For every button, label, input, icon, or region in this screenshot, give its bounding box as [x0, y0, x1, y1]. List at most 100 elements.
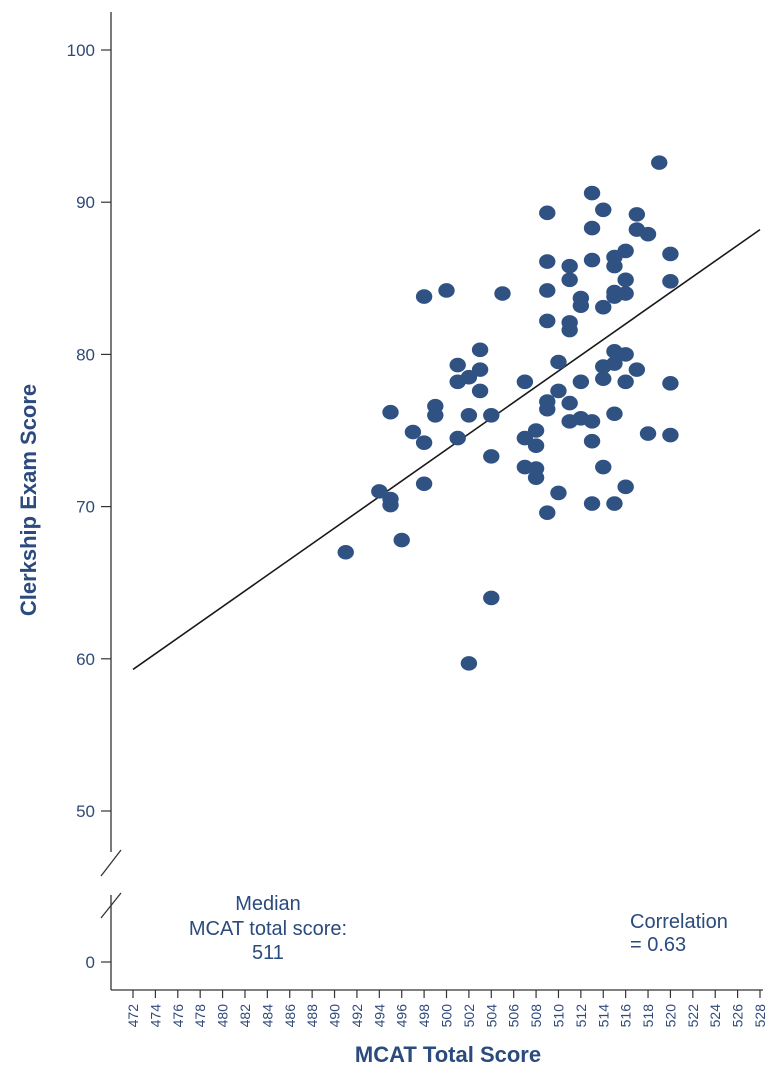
x-tick-label-526: 526	[730, 1004, 746, 1028]
data-point-47	[561, 395, 578, 411]
data-point-34	[539, 254, 556, 269]
y-tick-label-100: 100	[67, 41, 95, 60]
y-ticks: 0 50 60 70 80 90 100	[67, 41, 111, 972]
x-tick-label-514: 514	[595, 1004, 611, 1028]
data-point-50	[572, 298, 590, 313]
data-point-51	[572, 374, 590, 390]
data-point-44	[561, 272, 578, 288]
data-point-5	[393, 532, 410, 548]
x-tick-label-492: 492	[349, 1004, 365, 1028]
plot-area	[132, 155, 761, 671]
data-point-0	[337, 544, 354, 560]
data-point-33	[539, 205, 556, 221]
x-tick-label-498: 498	[416, 1004, 432, 1028]
data-point-53	[583, 185, 601, 201]
data-point-13	[449, 357, 466, 373]
y-axis-title: Clerkship Exam Score	[16, 384, 41, 616]
data-point-40	[550, 354, 567, 370]
data-point-26	[516, 374, 534, 390]
y-tick-label-0: 0	[86, 953, 95, 972]
data-point-42	[550, 485, 567, 501]
data-point-19	[471, 342, 489, 358]
data-point-18	[460, 656, 478, 671]
data-point-15	[449, 430, 466, 446]
data-point-81	[639, 226, 657, 242]
x-tick-label-484: 484	[259, 1004, 275, 1028]
data-point-56	[583, 414, 601, 429]
data-point-1	[371, 484, 388, 499]
data-point-24	[483, 590, 500, 606]
data-point-85	[662, 274, 679, 289]
x-tick-label-502: 502	[461, 1004, 477, 1028]
data-point-77	[617, 479, 634, 495]
x-tick-label-528: 528	[752, 1004, 768, 1028]
data-point-35	[539, 283, 556, 298]
y-tick-label-90: 90	[76, 193, 95, 212]
x-tick-label-518: 518	[640, 1004, 656, 1028]
x-tick-label-480: 480	[215, 1004, 231, 1028]
data-point-38	[539, 401, 556, 417]
data-point-11	[427, 398, 444, 414]
data-point-16	[460, 369, 478, 385]
correlation-annotation-line-1: Correlation	[630, 911, 728, 933]
data-point-80	[628, 362, 646, 377]
x-tick-label-522: 522	[685, 1004, 701, 1028]
data-point-58	[583, 496, 601, 511]
data-point-46	[561, 322, 578, 338]
data-point-20	[471, 362, 489, 377]
data-point-7	[415, 435, 433, 450]
data-point-29	[527, 423, 545, 438]
data-point-4	[382, 404, 399, 420]
data-point-8	[415, 476, 433, 492]
data-point-59	[595, 202, 612, 218]
data-point-84	[662, 246, 679, 262]
x-ticks: 472 474 476 478 480 482 484 486 488 490 492 494 496 4…	[125, 990, 768, 1027]
data-point-17	[460, 407, 478, 423]
data-point-9	[415, 289, 433, 304]
axis-break-marker	[100, 849, 122, 919]
x-tick-label-504: 504	[483, 1004, 499, 1028]
axes	[100, 12, 763, 991]
data-point-3	[382, 497, 399, 513]
y-tick-label-70: 70	[76, 498, 95, 517]
data-point-83	[651, 155, 668, 170]
data-point-76	[617, 374, 634, 390]
correlation-annotation: Correlation = 0.63	[630, 911, 728, 956]
x-tick-label-516: 516	[618, 1004, 634, 1028]
data-point-32	[527, 470, 545, 485]
median-annotation-line-1: Median	[235, 893, 301, 915]
data-point-25	[494, 286, 511, 301]
data-point-86	[662, 376, 679, 391]
median-annotation: Median MCAT total score: 511	[189, 893, 347, 964]
median-annotation-line-2: MCAT total score:	[189, 918, 347, 940]
data-point-54	[583, 220, 601, 236]
y-tick-label-50: 50	[76, 802, 95, 821]
data-point-71	[606, 496, 623, 511]
x-tick-label-474: 474	[147, 1004, 163, 1028]
data-point-12	[438, 283, 455, 298]
data-point-57	[583, 433, 601, 449]
data-point-30	[527, 438, 545, 454]
data-point-36	[539, 313, 556, 329]
x-tick-label-478: 478	[192, 1004, 208, 1028]
x-tick-label-506: 506	[506, 1004, 522, 1028]
x-tick-label-476: 476	[170, 1004, 186, 1028]
data-point-73	[617, 272, 634, 288]
x-tick-label-482: 482	[237, 1004, 253, 1028]
x-tick-label-520: 520	[662, 1004, 678, 1028]
x-tick-label-496: 496	[394, 1004, 410, 1028]
data-point-22	[483, 407, 500, 423]
data-point-62	[595, 371, 612, 387]
y-tick-label-80: 80	[76, 345, 95, 364]
data-point-70	[606, 406, 623, 422]
x-tick-label-494: 494	[371, 1004, 387, 1028]
x-tick-label-524: 524	[707, 1004, 723, 1028]
data-point-23	[483, 449, 500, 464]
data-point-55	[583, 252, 601, 268]
data-point-39	[539, 505, 556, 520]
data-point-27	[516, 430, 534, 446]
data-point-74	[617, 286, 634, 301]
data-point-21	[471, 383, 489, 399]
regression-line	[132, 228, 761, 671]
